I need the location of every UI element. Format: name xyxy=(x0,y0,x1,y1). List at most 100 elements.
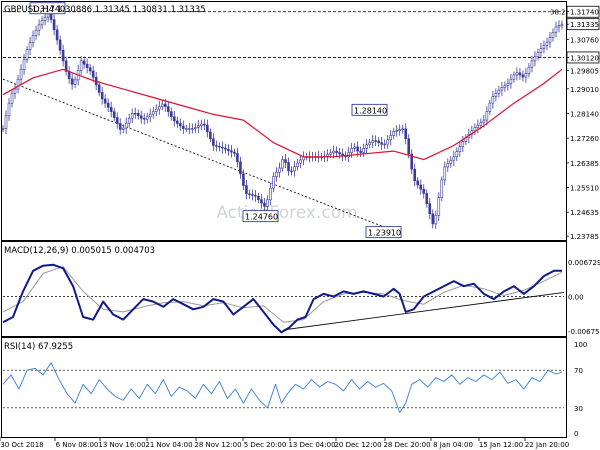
candle-body xyxy=(362,148,365,153)
candle-body xyxy=(19,69,23,80)
candle-body xyxy=(139,115,143,119)
candle-body xyxy=(512,74,516,80)
candle-body xyxy=(527,66,531,74)
candle-body xyxy=(392,131,395,136)
candle-body xyxy=(221,146,224,149)
candle-body xyxy=(398,129,402,131)
price-annotation-label: 1.23910 xyxy=(368,229,401,238)
price-axis-label: 1.31740 xyxy=(570,9,599,17)
candle-body xyxy=(509,78,513,84)
price-annotation-box xyxy=(351,103,388,116)
candle-body xyxy=(218,146,221,148)
candle-body xyxy=(191,128,194,130)
candle-body xyxy=(518,72,522,76)
candle-body xyxy=(233,151,236,154)
candle-body xyxy=(100,92,104,100)
candle-body xyxy=(422,188,426,194)
price-axis-label: 1.31335 xyxy=(570,21,599,29)
candle-body xyxy=(212,138,215,146)
candle-body xyxy=(52,19,56,31)
candle-body xyxy=(299,159,302,164)
candle-body xyxy=(73,79,77,85)
candle-body xyxy=(272,176,275,189)
candle-body xyxy=(227,148,230,151)
candle-body xyxy=(359,150,362,153)
candle-body xyxy=(112,111,116,118)
time-axis-label: 8 Jan 04:00 xyxy=(433,441,473,449)
price-annotation-label: 1.31740 xyxy=(32,5,65,14)
candle-body xyxy=(142,118,146,120)
rsi-axis-label: 70 xyxy=(574,367,583,375)
rsi-layer xyxy=(2,362,564,413)
price-annotation-label: 1.28140 xyxy=(354,106,387,115)
candle-body xyxy=(530,60,534,68)
candle-body xyxy=(91,70,95,78)
candle-body xyxy=(350,148,353,153)
time-axis-label: 28 Dec 20:00 xyxy=(383,441,430,449)
moving-average-line xyxy=(2,68,563,161)
candle-body xyxy=(455,151,459,158)
candle-body xyxy=(371,140,374,143)
candle-body xyxy=(130,112,134,119)
candle-body xyxy=(419,184,423,190)
candle-body xyxy=(482,119,486,123)
candle-body xyxy=(200,123,203,127)
macd-axis-label: 0.006729 xyxy=(568,259,600,267)
candle-body xyxy=(458,146,462,152)
candle-body xyxy=(461,141,465,147)
candle-body xyxy=(257,195,260,200)
candle-body xyxy=(148,113,152,118)
price-axis-label: 1.29010 xyxy=(570,86,599,94)
rsi-axis-label: 100 xyxy=(574,341,587,349)
price-annotation-box xyxy=(29,2,66,15)
candle-body xyxy=(115,117,119,124)
candle-body xyxy=(55,29,59,41)
macd-axis-label: -0.006758 xyxy=(568,328,600,336)
candle-body xyxy=(488,102,492,112)
candle-body xyxy=(434,215,438,225)
candle-body xyxy=(377,140,380,143)
candle-body xyxy=(338,152,341,155)
macd-layer xyxy=(2,263,565,334)
candle-body xyxy=(503,85,507,88)
price-axis-label: 1.23785 xyxy=(570,233,599,241)
candle-body xyxy=(551,31,555,38)
candle-body xyxy=(163,103,167,107)
candle-body xyxy=(290,170,293,172)
candle-body xyxy=(25,49,29,60)
watermark: ActionForex.com xyxy=(216,203,357,223)
candle-body xyxy=(500,87,504,91)
candle-body xyxy=(407,138,411,155)
candle-body xyxy=(347,152,350,158)
candle-body xyxy=(215,145,218,147)
candle-body xyxy=(473,127,477,132)
candle-body xyxy=(34,29,38,36)
candle-body xyxy=(383,143,386,146)
candle-body xyxy=(269,187,272,201)
candle-body xyxy=(515,72,519,76)
candle-body xyxy=(7,102,11,117)
candle-body xyxy=(428,203,432,215)
candle-body xyxy=(70,78,74,85)
candle-body xyxy=(287,162,290,172)
candle-body xyxy=(260,199,263,204)
candle-body xyxy=(154,108,158,112)
candle-body xyxy=(230,150,233,153)
candle-body xyxy=(251,194,254,196)
candle-body xyxy=(254,195,257,197)
candle-body xyxy=(560,23,564,26)
candle-body xyxy=(536,52,540,57)
candle-body xyxy=(124,122,128,129)
candle-body xyxy=(61,49,65,62)
candle-body xyxy=(118,123,122,130)
candle-body xyxy=(431,213,435,225)
candle-body xyxy=(242,173,245,186)
candle-body xyxy=(533,56,537,62)
price-axis-label: 1.28140 xyxy=(570,110,599,118)
candle-body xyxy=(554,26,558,33)
candle-body xyxy=(539,48,543,53)
macd-trendline xyxy=(283,291,565,331)
candle-body xyxy=(548,37,552,43)
candle-body xyxy=(263,202,266,207)
